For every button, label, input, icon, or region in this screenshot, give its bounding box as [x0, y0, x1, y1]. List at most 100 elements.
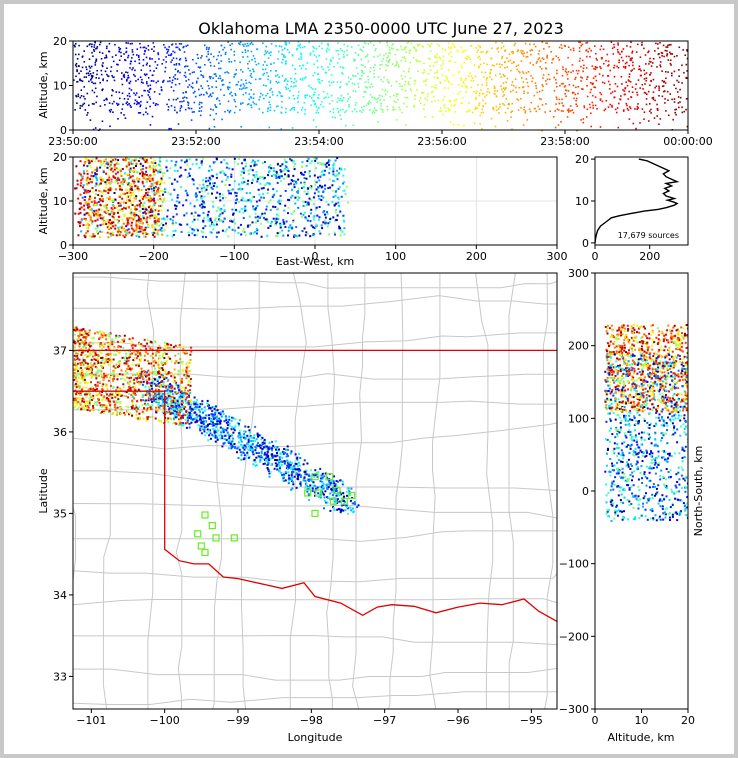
source-point: [178, 388, 181, 391]
source-point: [443, 87, 446, 89]
source-point: [170, 86, 173, 88]
source-point: [158, 58, 160, 60]
source-point: [333, 204, 336, 207]
source-point: [219, 77, 222, 80]
source-point: [234, 222, 236, 225]
source-point: [90, 174, 93, 177]
source-point: [561, 98, 563, 101]
source-point: [157, 229, 160, 232]
source-point: [358, 78, 361, 80]
source-point: [596, 59, 598, 61]
source-point: [357, 82, 360, 85]
source-point: [139, 46, 142, 49]
source-point: [280, 95, 282, 97]
source-point: [97, 194, 100, 196]
source-point: [185, 97, 188, 99]
source-point: [238, 88, 241, 90]
source-point: [257, 62, 260, 65]
source-point: [81, 105, 83, 107]
source-point: [327, 66, 329, 68]
source-point: [441, 74, 444, 76]
source-point: [245, 192, 248, 195]
source-point: [325, 165, 328, 168]
source-point: [230, 220, 233, 223]
source-point: [275, 448, 277, 451]
source-point: [332, 179, 335, 182]
source-point: [87, 159, 90, 162]
source-point: [206, 92, 208, 95]
histogram-ytick-label: 0: [582, 237, 589, 250]
source-point: [249, 435, 252, 438]
source-point: [188, 69, 190, 71]
source-point: [628, 73, 631, 75]
source-point: [128, 338, 131, 341]
time-height-xtick-label: 00:00:00: [663, 135, 712, 148]
source-point: [312, 196, 315, 199]
source-point: [654, 50, 656, 52]
source-point: [103, 220, 106, 223]
source-point: [85, 396, 88, 399]
source-point: [337, 111, 340, 114]
source-point: [545, 80, 547, 82]
source-point: [227, 109, 229, 112]
source-point: [224, 184, 227, 186]
source-point: [171, 223, 174, 226]
source-point: [429, 65, 431, 67]
source-point: [297, 101, 299, 103]
source-point: [582, 121, 585, 124]
source-point: [174, 74, 177, 76]
source-point: [101, 214, 103, 217]
source-point: [122, 75, 125, 77]
source-point: [177, 123, 180, 125]
source-point: [620, 75, 623, 78]
source-point: [610, 41, 613, 43]
source-point: [302, 173, 305, 176]
source-point: [236, 83, 239, 86]
source-point: [85, 157, 88, 160]
source-point: [200, 230, 203, 233]
source-point: [113, 400, 115, 403]
source-point: [418, 99, 421, 102]
source-point: [546, 56, 548, 58]
source-point: [510, 51, 513, 53]
source-point: [605, 99, 608, 102]
source-point: [440, 109, 443, 112]
source-point: [643, 78, 646, 80]
source-point: [307, 232, 310, 235]
source-point: [193, 205, 196, 208]
histogram-ytick-label: 20: [575, 153, 589, 166]
source-point: [92, 128, 95, 131]
source-point: [111, 200, 114, 203]
source-point: [248, 60, 251, 63]
source-point: [266, 192, 269, 194]
source-point: [117, 398, 120, 401]
source-point: [221, 445, 224, 448]
source-point: [105, 98, 107, 101]
county-line: [73, 667, 557, 681]
source-point: [197, 57, 199, 59]
source-point: [267, 201, 270, 204]
source-point: [129, 191, 132, 194]
source-point: [333, 162, 336, 165]
source-point: [81, 177, 84, 180]
time-height-ytick-label: 20: [53, 35, 67, 48]
source-point: [228, 86, 231, 89]
source-point: [258, 99, 261, 101]
county-line: [352, 273, 366, 709]
source-point: [622, 59, 624, 62]
source-point: [568, 83, 571, 86]
source-point: [157, 53, 160, 56]
source-point: [84, 381, 87, 384]
source-point: [224, 415, 227, 418]
source-point: [238, 437, 241, 440]
source-point: [77, 93, 80, 96]
source-point: [315, 206, 318, 209]
source-point: [175, 205, 178, 208]
source-point: [605, 59, 607, 62]
source-point: [339, 210, 342, 213]
source-point: [337, 201, 340, 204]
source-point: [138, 227, 141, 230]
source-point: [424, 80, 427, 82]
source-point: [283, 80, 286, 82]
source-point: [82, 170, 85, 173]
